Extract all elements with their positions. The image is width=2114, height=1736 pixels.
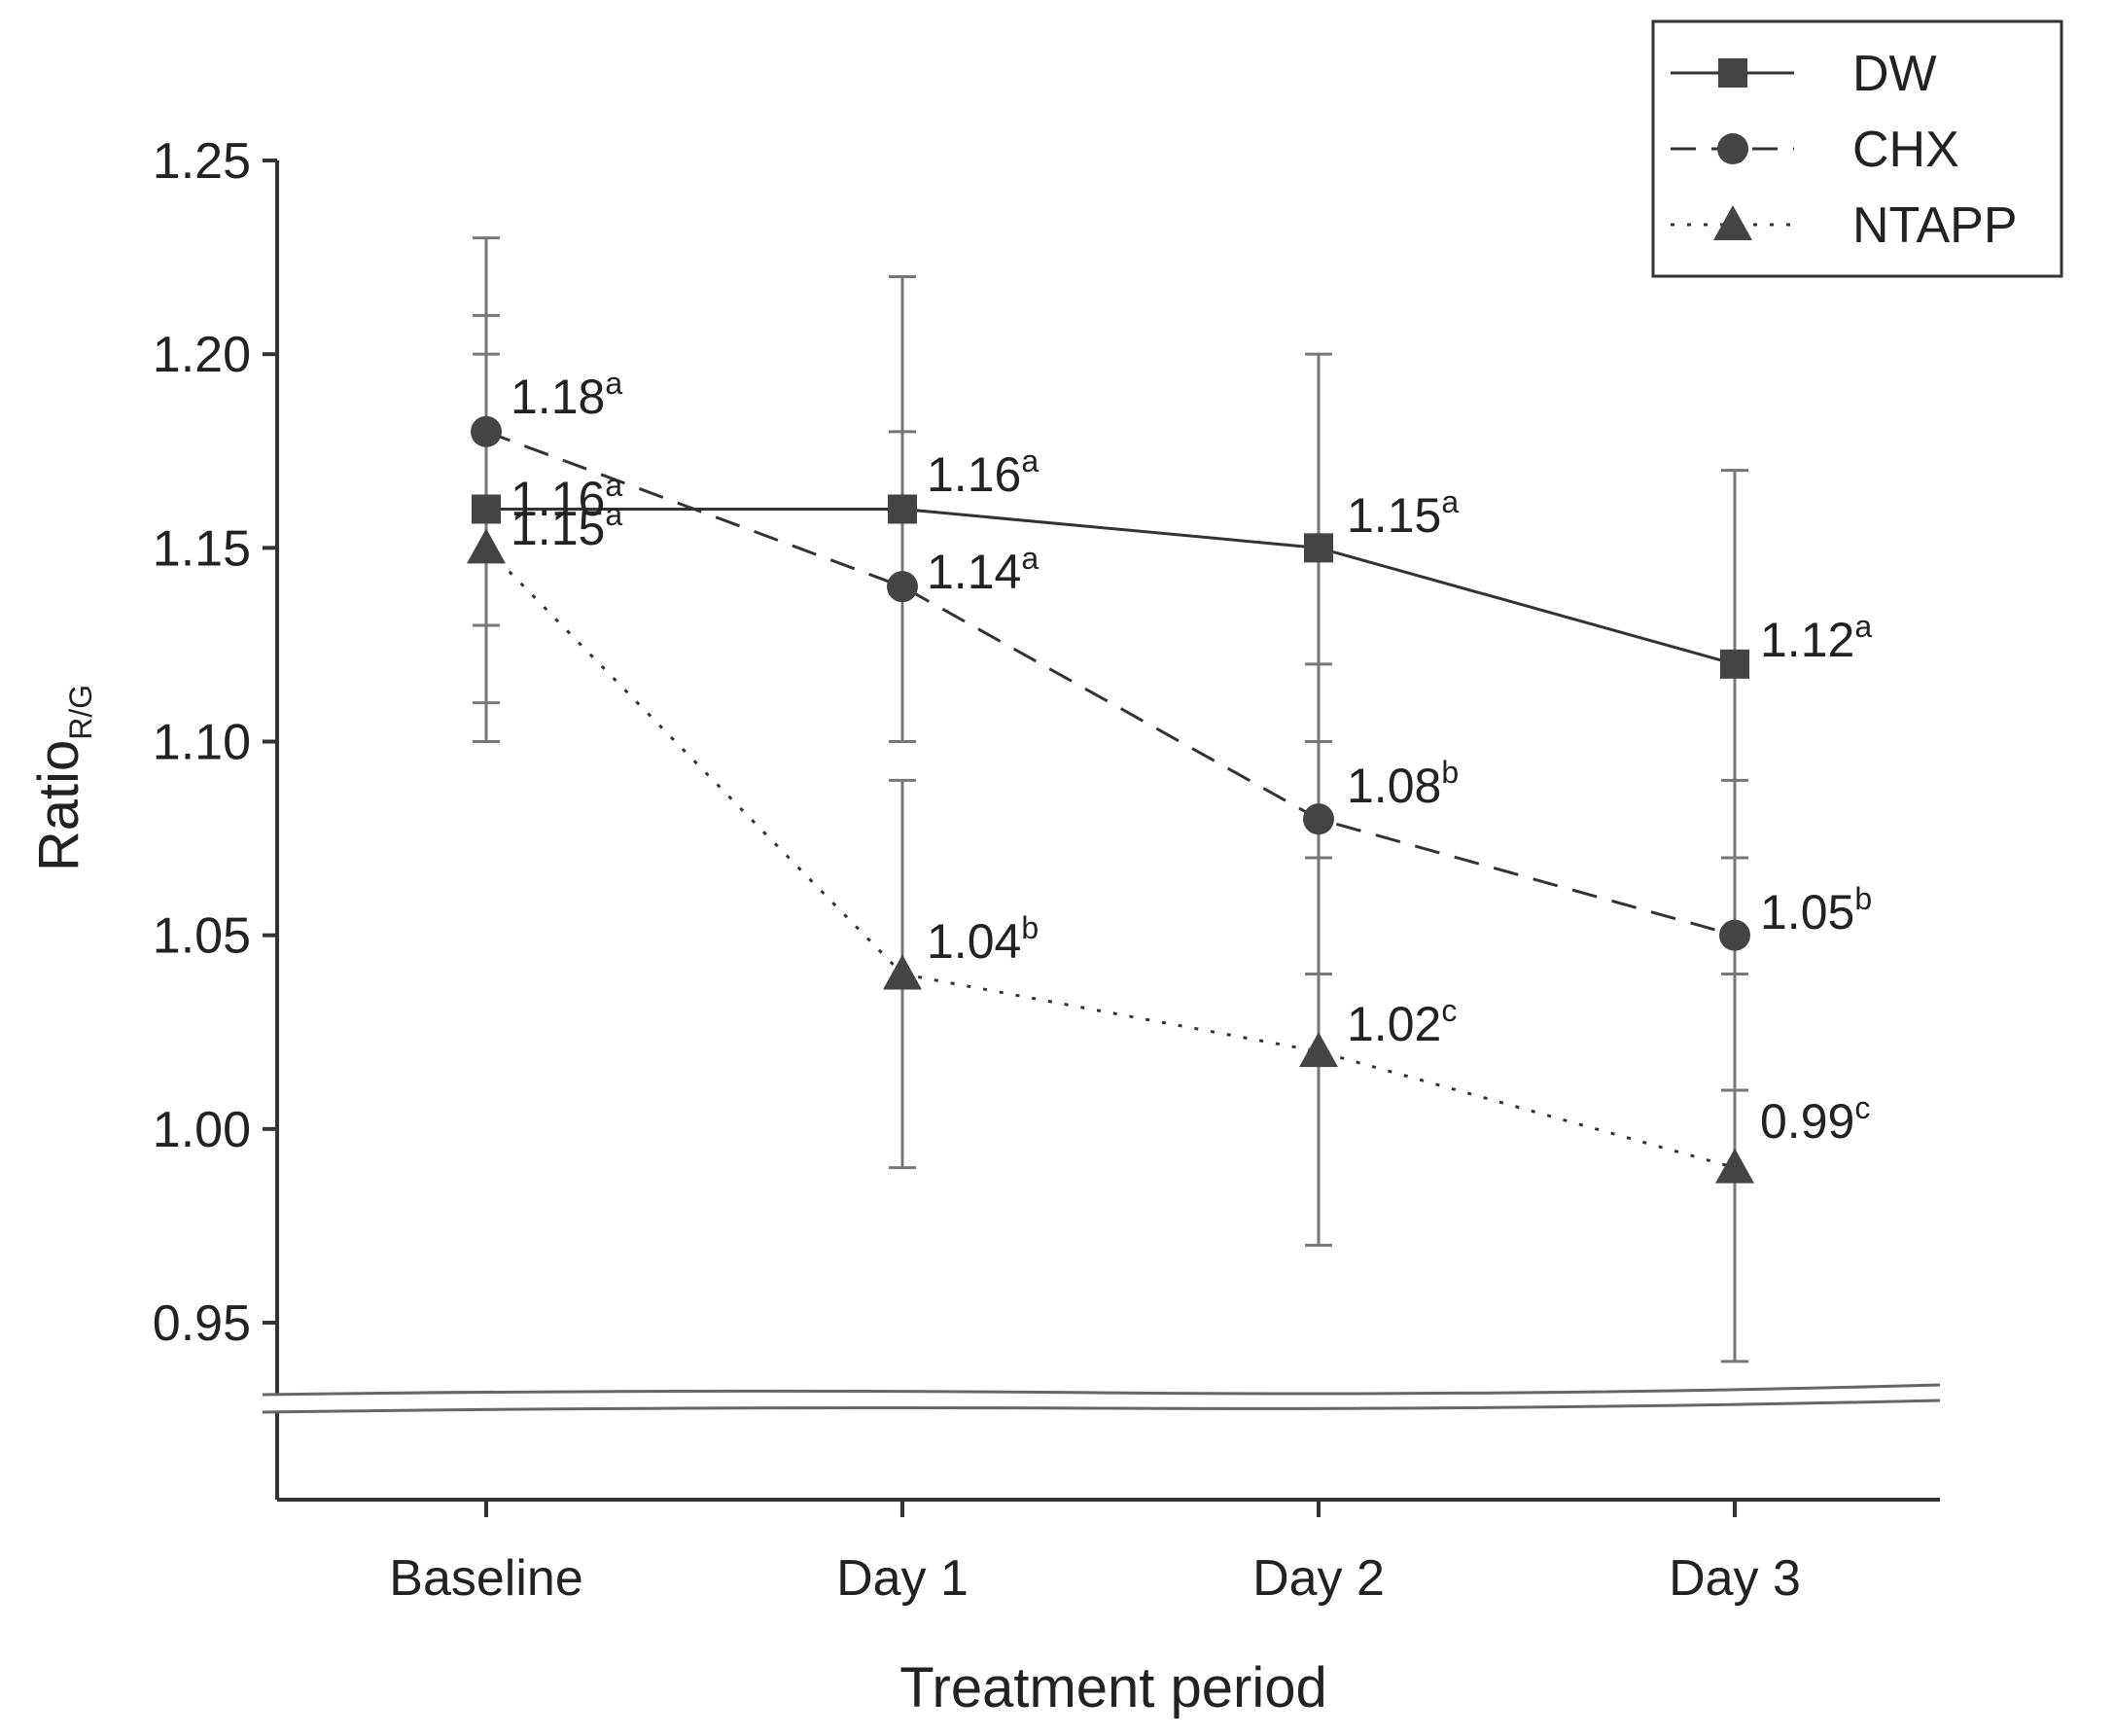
series-line-ntapp [484,547,1736,1170]
data-label: 1.15a [1347,484,1459,543]
data-label: 1.15a [511,497,622,555]
legend-label-ntapp: NTAPP [1852,197,2018,254]
data-labels: 1.16a 1.16a1.15a1.12a1.18a1.14a1.08b1.05b… [511,366,1872,1149]
axis-break [262,1383,1941,1414]
data-point-ntapp [1715,1148,1754,1184]
x-tick-label: Day 1 [836,1550,969,1607]
data-label: 1.04b [927,910,1039,969]
x-tick-label: Day 2 [1252,1550,1385,1607]
data-label: 1.08b [1347,755,1459,813]
data-label: 1.18a [511,366,622,424]
legend: DW CHX NTAPP [1651,19,2063,278]
data-point-chx [1303,803,1334,835]
x-tick-label: Baseline [389,1550,582,1607]
series-markers [467,415,1754,1184]
data-label: 1.14a [927,541,1039,599]
data-label: 1.16a [927,443,1039,502]
data-point-dw [1304,533,1333,563]
series-line-dw [486,508,1736,666]
y-ticks: 0.95 1.00 1.05 1.10 1.15 1.20 1.25 [153,133,277,1352]
data-label: 1.16a [511,468,622,526]
y-tick-label: 1.00 [153,1102,251,1158]
data-point-ntapp [467,528,506,564]
y-axis-label-main: Ratio [27,740,90,871]
y-tick-label: 1.25 [153,133,251,190]
x-tick-label: Day 3 [1669,1550,1801,1607]
legend-marker-ntapp [1713,205,1752,240]
x-ticks: Baseline Day 1 Day 2 Day 3 [389,1500,1801,1607]
data-point-chx [1719,919,1750,951]
data-label: 1.12a [1760,609,1872,667]
y-axis-label: RatioR/G [27,685,98,871]
legend-items: DW CHX NTAPP [1671,46,2018,254]
series-line-chx [485,430,1736,938]
y-axis-title: RatioR/G [27,685,98,871]
y-tick-label: 0.95 [153,1295,251,1352]
data-point-ntapp [883,954,922,990]
series-lines [484,430,1736,1170]
y-axis-label-subscript: R/G [63,685,98,740]
legend-marker-chx [1717,133,1748,164]
y-tick-label: 1.05 [153,908,251,965]
data-label: 1.05b [1760,881,1872,939]
axes: 0.95 1.00 1.05 1.10 1.15 1.20 1.25 Baseline Day… [153,133,1941,1607]
data-point-chx [887,571,918,603]
y-tick-label: 1.20 [153,327,251,383]
data-label: 0.99c [1760,1090,1870,1149]
data-point-dw [888,494,917,524]
data-point-dw [472,494,501,524]
legend-marker-dw [1718,58,1747,88]
x-axis-label: Treatment period [899,1656,1327,1719]
y-tick-label: 1.10 [153,715,251,771]
x-axis-title: Treatment period [899,1656,1327,1719]
data-point-ntapp [1299,1032,1338,1068]
data-label: 1.02c [1347,993,1457,1051]
legend-label-chx: CHX [1852,122,1959,178]
data-point-dw [1720,649,1749,679]
error-bars [473,236,1748,1364]
legend-label-dw: DW [1852,46,1937,102]
y-tick-label: 1.15 [153,520,251,577]
data-point-chx [471,415,502,447]
